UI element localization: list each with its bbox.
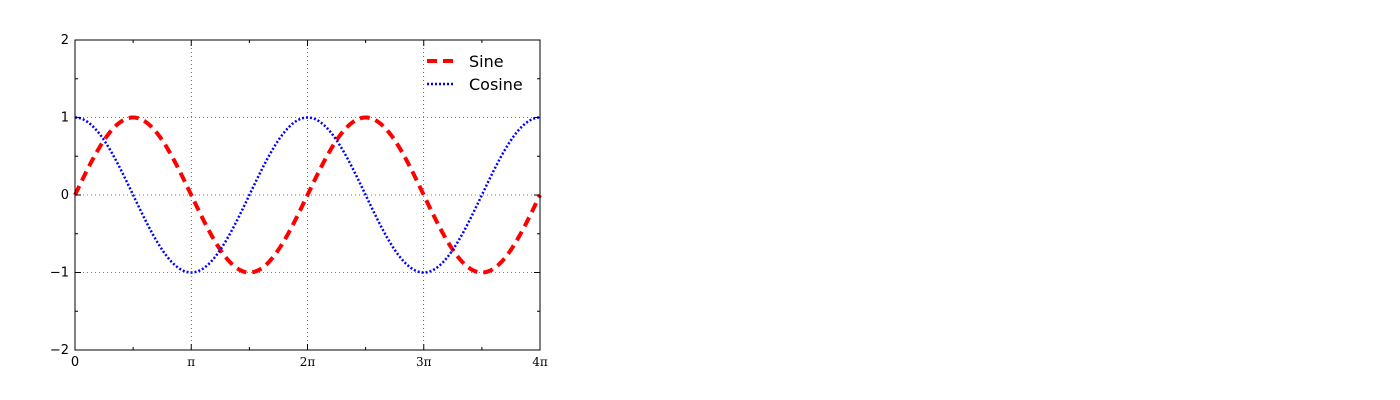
y-tick-label: 0 (61, 188, 69, 203)
legend-label-sine: Sine (469, 52, 504, 71)
x-tick-label: 3π (416, 355, 432, 369)
series-line-cosine (74, 116, 541, 274)
x-tick-label: 4π (532, 355, 548, 369)
x-axis-tick-labels: 0 π 2π 3π 4π (71, 355, 548, 370)
y-axis-tick-labels: −2 −1 0 1 2 (50, 33, 69, 358)
x-tick-label: π (187, 355, 195, 369)
legend-label-cosine: Cosine (469, 75, 523, 94)
y-tick-label: −1 (50, 266, 69, 281)
plot-series (73, 115, 542, 275)
x-tick-label: 2π (300, 355, 316, 369)
y-tick-label: 1 (61, 111, 69, 126)
series-line-sine (73, 115, 542, 275)
axis-ticks (74, 39, 541, 351)
y-tick-label: 2 (61, 33, 69, 48)
legend: Sine Cosine (427, 52, 523, 94)
x-tick-label: 0 (71, 355, 79, 370)
y-tick-label: −2 (50, 343, 69, 358)
